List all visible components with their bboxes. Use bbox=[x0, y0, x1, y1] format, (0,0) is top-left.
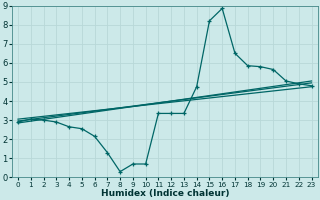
X-axis label: Humidex (Indice chaleur): Humidex (Indice chaleur) bbox=[100, 189, 229, 198]
